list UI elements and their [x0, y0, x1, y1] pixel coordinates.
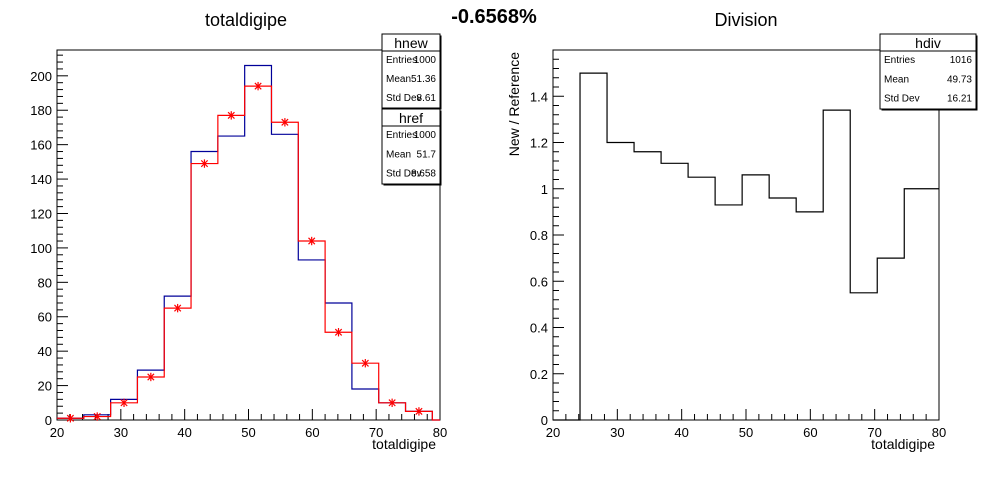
data-point-marker — [334, 328, 343, 337]
data-point-marker — [254, 81, 262, 91]
stats-row-value: 8.61 — [417, 93, 437, 104]
x-tick-label: 40 — [674, 425, 688, 440]
x-tick-label: 80 — [433, 425, 447, 440]
x-tick-label: 50 — [739, 425, 753, 440]
stats-row-label: Std Dev — [386, 93, 422, 104]
data-point-marker — [227, 111, 235, 120]
stats-row-label: Std Dev — [386, 169, 422, 180]
y-tick-label: 160 — [30, 138, 52, 153]
y-tick-label: 20 — [38, 379, 52, 394]
stats-row-value: 51.7 — [417, 149, 437, 160]
stats-row-label: Std Dev — [884, 94, 920, 105]
series-href — [57, 81, 440, 423]
x-tick-label: 30 — [114, 425, 128, 440]
y-tick-label: 0 — [541, 413, 548, 428]
y-axis-label: New / Reference — [506, 52, 522, 156]
y-tick-label: 1 — [541, 182, 548, 197]
x-axis-label: totaldigipe — [372, 436, 436, 452]
x-tick-label: 60 — [305, 425, 319, 440]
x-tick-label: 80 — [932, 425, 946, 440]
stats-row-value: 16.21 — [947, 94, 972, 105]
x-tick-label: 20 — [546, 425, 560, 440]
stats-box-frame — [381, 33, 441, 109]
data-point-marker — [200, 159, 209, 168]
data-point-marker — [120, 398, 128, 407]
percent-difference-label: -0.6568% — [451, 6, 537, 28]
y-tick-label: 40 — [38, 344, 52, 359]
x-tick-label: 70 — [369, 425, 383, 440]
y-tick-label: 200 — [30, 69, 52, 84]
stats-row-label: Mean — [386, 149, 411, 160]
y-tick-label: 180 — [30, 103, 52, 118]
stats-box-title: hnew — [394, 35, 428, 51]
stats-row-label: Entries — [386, 55, 417, 66]
stats-row-value: 1000 — [414, 130, 437, 141]
data-point-marker — [281, 118, 289, 127]
series-hdiv — [553, 72, 939, 421]
x-tick-label: 20 — [50, 425, 64, 440]
stats-box-frame — [879, 33, 977, 110]
y-tick-label: 0.4 — [530, 321, 548, 336]
y-tick-label: 1.2 — [530, 136, 548, 151]
chart-title: totaldigipe — [205, 10, 287, 30]
x-tick-label: 60 — [803, 425, 817, 440]
data-point-marker — [93, 412, 101, 421]
y-tick-label: 100 — [30, 241, 52, 256]
data-point-marker — [174, 303, 182, 313]
data-point-marker — [415, 407, 423, 416]
data-point-marker — [388, 398, 396, 407]
y-tick-label: 0 — [45, 413, 52, 428]
histogram-line-hdiv — [553, 72, 939, 421]
stats-row-label: Mean — [386, 74, 411, 85]
x-tick-label: 50 — [241, 425, 255, 440]
y-tick-label: 1.4 — [530, 89, 548, 104]
y-tick-label: 140 — [30, 172, 52, 187]
y-tick-label: 120 — [30, 206, 52, 221]
x-tick-label: 30 — [610, 425, 624, 440]
data-point-marker — [66, 414, 75, 423]
stats-box-frame — [381, 108, 441, 185]
y-tick-label: 0.2 — [530, 367, 548, 382]
stats-box-title: href — [399, 110, 423, 126]
y-tick-label: 0.6 — [530, 274, 548, 289]
stats-box-title: hdiv — [915, 35, 941, 51]
data-point-marker — [361, 359, 369, 368]
x-tick-label: 40 — [177, 425, 191, 440]
stats-row-value: 51.36 — [411, 74, 436, 85]
stats-row-value: 1000 — [414, 55, 437, 66]
stats-row-value: 49.73 — [947, 74, 972, 85]
y-tick-label: 0.8 — [530, 228, 548, 243]
x-tick-label: 70 — [867, 425, 881, 440]
stats-row-label: Mean — [884, 74, 909, 85]
y-tick-label: 80 — [38, 275, 52, 290]
data-point-marker — [147, 372, 155, 382]
data-point-marker — [308, 236, 316, 246]
x-axis-label: totaldigipe — [871, 436, 935, 452]
stats-row-value: 1016 — [950, 55, 973, 66]
stats-row-label: Entries — [884, 55, 915, 66]
stats-row-label: Entries — [386, 130, 417, 141]
y-tick-label: 60 — [38, 310, 52, 325]
stats-row-value: 8.658 — [411, 169, 436, 180]
chart-title: Division — [714, 10, 777, 30]
